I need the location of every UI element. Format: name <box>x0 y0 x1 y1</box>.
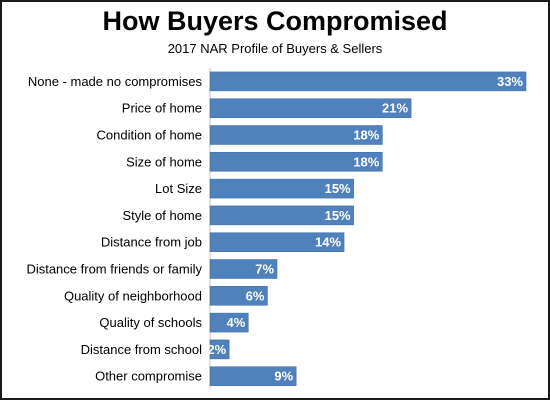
data-label: 15% <box>325 181 351 196</box>
category-label: Other compromise <box>95 369 202 384</box>
data-label: 7% <box>255 262 274 277</box>
data-label: 18% <box>353 128 379 143</box>
category-label: Price of home <box>122 101 202 116</box>
chart-subtitle: 2017 NAR Profile of Buyers & Sellers <box>167 41 383 56</box>
data-label: 6% <box>246 288 265 303</box>
bar <box>209 205 354 226</box>
data-label: 4% <box>227 315 246 330</box>
bar <box>209 286 268 306</box>
data-label: 33% <box>497 74 523 89</box>
category-label: Lot Size <box>155 181 202 196</box>
bar <box>209 259 278 279</box>
data-label: 14% <box>315 235 341 250</box>
category-label: Size of home <box>126 154 202 169</box>
bar <box>209 125 383 145</box>
bar <box>209 98 412 118</box>
category-label: Distance from school <box>81 342 202 357</box>
data-label: 9% <box>274 369 293 384</box>
category-label: Style of home <box>123 208 203 223</box>
data-label: 2% <box>207 342 226 357</box>
data-label: 15% <box>325 208 351 223</box>
category-label: Condition of home <box>96 128 202 143</box>
bar <box>209 71 527 92</box>
data-label: 18% <box>353 154 379 169</box>
bar <box>209 152 383 172</box>
bar <box>209 366 297 386</box>
category-label: Distance from job <box>101 235 202 250</box>
chart-title: How Buyers Compromised <box>102 6 448 36</box>
category-label: None - made no compromises <box>28 74 203 89</box>
category-label: Distance from friends or family <box>26 262 202 277</box>
bar <box>209 312 249 333</box>
bar <box>209 339 230 360</box>
bar <box>209 178 354 199</box>
bar <box>209 232 345 252</box>
category-label: Quality of neighborhood <box>64 288 202 303</box>
data-label: 21% <box>382 101 408 116</box>
category-label: Quality of schools <box>99 315 202 330</box>
